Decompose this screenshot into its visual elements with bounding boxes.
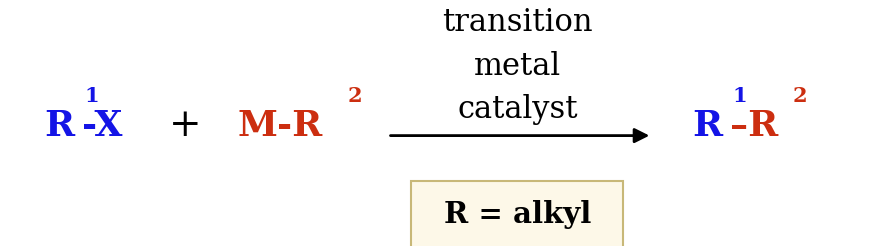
Text: M-R: M-R [238,108,323,142]
Text: +: + [168,106,201,144]
Text: 2: 2 [348,86,362,106]
Text: R: R [692,108,722,142]
Text: R: R [44,108,74,142]
Text: –R: –R [731,108,779,142]
Text: 2: 2 [793,86,807,106]
Text: transition: transition [442,8,593,38]
Text: R = alkyl: R = alkyl [443,200,591,229]
Text: metal: metal [473,50,561,82]
Text: 1: 1 [732,86,747,106]
Text: -X: -X [83,108,123,142]
Text: 1: 1 [85,86,99,106]
Text: catalyst: catalyst [457,94,578,125]
FancyBboxPatch shape [411,181,623,248]
